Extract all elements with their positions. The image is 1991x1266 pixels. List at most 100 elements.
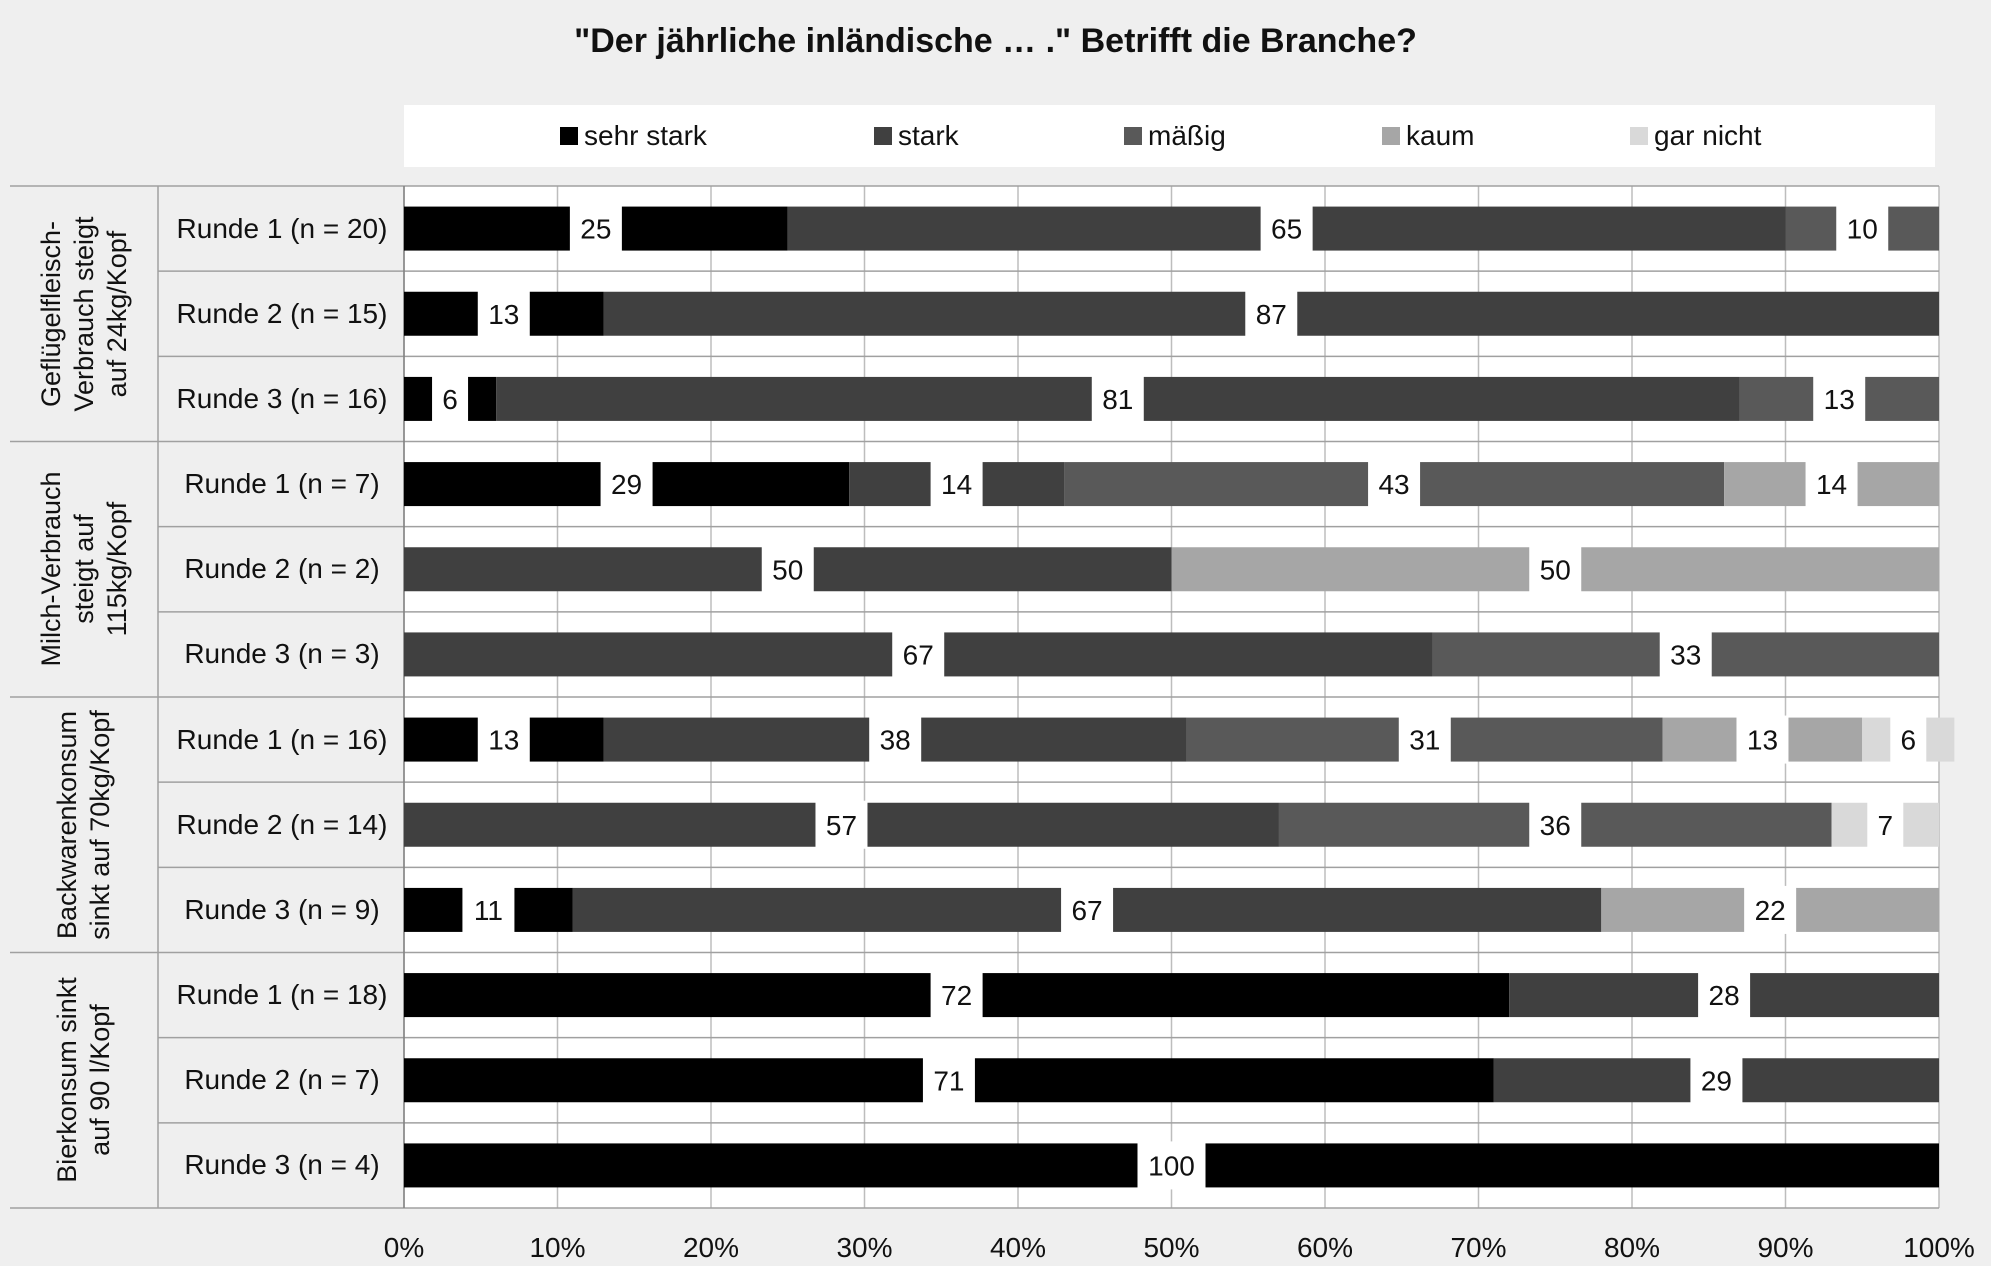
legend: sehr stark stark mäßig kaum gar nicht: [404, 105, 1935, 167]
data-label-background: [1245, 289, 1298, 338]
chart-title: "Der jährliche inländische … ." Betrifft…: [574, 22, 1417, 60]
data-label-background: [1091, 374, 1144, 423]
data-label-background: [477, 289, 530, 338]
data-label-background: [432, 374, 469, 423]
data-label: 28: [1709, 980, 1740, 1011]
data-label-background: [815, 800, 868, 849]
x-tick-label: 20%: [682, 1232, 740, 1263]
legend-swatch: [1382, 127, 1400, 145]
row-label: Runde 3 (n = 16): [176, 382, 388, 414]
data-label-background: [1260, 204, 1313, 253]
x-tick-label: 10%: [529, 1232, 586, 1263]
data-label: 31: [1409, 725, 1440, 756]
x-tick-label: 80%: [1603, 1232, 1661, 1263]
data-label-background: [922, 1056, 975, 1105]
data-label: 13: [1824, 384, 1855, 415]
data-label: 22: [1755, 895, 1786, 926]
data-label: 14: [941, 469, 972, 500]
group-label-line: 115kg/Kopf: [101, 501, 132, 637]
data-label-background: [1744, 885, 1797, 934]
data-label: 81: [1102, 384, 1133, 415]
data-label: 29: [1701, 1065, 1732, 1096]
data-label-background: [462, 885, 515, 934]
legend-swatch: [1630, 127, 1648, 145]
legend-label: kaum: [1406, 120, 1475, 151]
legend-item-gar-nicht: gar nicht: [1630, 120, 1761, 151]
row-label: Runde 3 (n = 4): [184, 1149, 380, 1181]
group-label-line: Geflügelfleisch-: [35, 220, 66, 407]
group-label-line: Bierkonsum sinkt: [52, 977, 82, 1184]
data-label-background: [1529, 545, 1582, 594]
data-label-background: [930, 460, 983, 509]
legend-item-sehr-stark: sehr stark: [560, 120, 707, 151]
legend-swatch: [874, 127, 892, 145]
data-label: 6: [1901, 725, 1917, 756]
data-label-background: [1398, 715, 1451, 764]
x-tick-label: 100%: [1903, 1232, 1975, 1263]
data-label-background: [569, 204, 622, 253]
x-tick-label: 50%: [1143, 1232, 1200, 1263]
data-label-background: [869, 715, 922, 764]
group-label: Backwarenkonsum sinkt auf 70kg/Kopf: [14, 702, 154, 948]
group-label-line: Milch-Verbrauch: [35, 471, 66, 667]
row-label: Runde 1 (n = 18): [176, 979, 388, 1011]
data-label: 33: [1670, 639, 1701, 670]
data-label-background: [1529, 800, 1582, 849]
row-label: Runde 1 (n = 20): [176, 212, 388, 244]
data-label: 72: [941, 980, 972, 1011]
legend-swatch: [1124, 127, 1142, 145]
data-label: 13: [488, 725, 519, 756]
data-label: 100: [1148, 1150, 1195, 1181]
data-label: 67: [1071, 895, 1102, 926]
legend-item-maessig: mäßig: [1124, 120, 1226, 151]
data-label-background: [1659, 630, 1712, 679]
group-label-line: steigt auf: [68, 514, 99, 625]
data-label-background: [1890, 715, 1927, 764]
group-label-line: auf 90 l/Kopf: [85, 1004, 115, 1157]
data-label-background: [1836, 204, 1889, 253]
x-tick-label: 30%: [836, 1232, 893, 1263]
data-label-background: [600, 460, 653, 509]
data-label-background: [1813, 374, 1866, 423]
data-label: 13: [1747, 725, 1778, 756]
data-label: 25: [580, 214, 611, 245]
row-label: Runde 1 (n = 7): [184, 468, 380, 500]
legend-label: sehr stark: [584, 120, 707, 151]
data-label: 14: [1816, 469, 1847, 500]
group-label-line: sinkt auf 70kg/Kopf: [85, 709, 115, 940]
data-label-background: [761, 545, 814, 594]
data-label-background: [930, 971, 983, 1020]
x-tick-label: 0%: [383, 1232, 425, 1263]
row-label: Runde 2 (n = 2): [184, 553, 380, 585]
data-label: 50: [772, 554, 803, 585]
data-label: 10: [1847, 214, 1878, 245]
legend-label: mäßig: [1148, 120, 1226, 151]
legend-item-stark: stark: [874, 120, 959, 151]
data-label: 87: [1256, 299, 1287, 330]
group-label: Geflügelfleisch- Verbrauch steigt auf 24kg…: [14, 191, 154, 437]
row-label: Runde 2 (n = 15): [176, 297, 388, 329]
data-label: 43: [1378, 469, 1409, 500]
data-label: 71: [933, 1065, 964, 1096]
data-label-background: [1698, 971, 1751, 1020]
data-label-background: [892, 630, 945, 679]
x-tick-label: 90%: [1757, 1232, 1814, 1263]
data-label: 29: [611, 469, 642, 500]
data-label: 7: [1877, 810, 1893, 841]
data-label: 38: [880, 725, 911, 756]
data-label-background: [1368, 460, 1421, 509]
data-label-background: [1061, 885, 1114, 934]
data-label-background: [1137, 1141, 1206, 1190]
data-label: 57: [826, 810, 857, 841]
legend-label: stark: [898, 120, 959, 151]
group-label: Bierkonsum sinkt auf 90 l/Kopf: [14, 958, 154, 1204]
row-label: Runde 3 (n = 9): [184, 893, 380, 925]
data-label-background: [1736, 715, 1789, 764]
group-label-line: Verbrauch steigt: [68, 216, 99, 412]
x-tick-label: 60%: [1296, 1232, 1354, 1263]
x-tick-label: 70%: [1450, 1232, 1507, 1263]
data-label: 36: [1540, 810, 1571, 841]
data-label: 50: [1540, 554, 1571, 585]
